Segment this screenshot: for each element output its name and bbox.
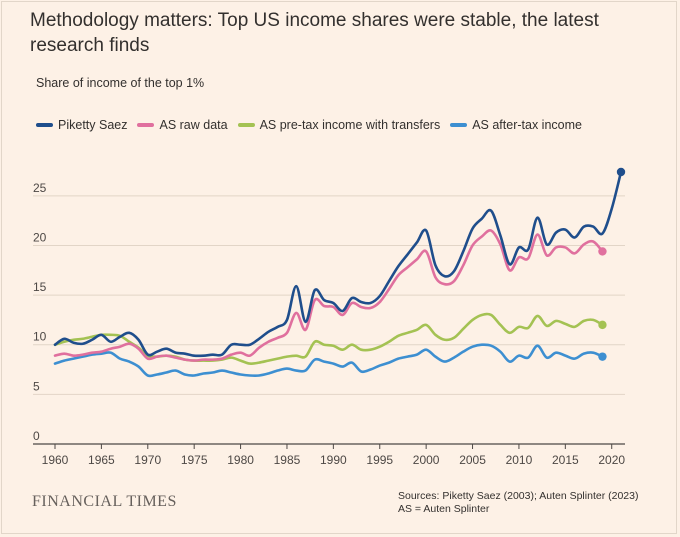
- y-tick-label: 25: [33, 181, 47, 195]
- legend-label: AS after-tax income: [472, 118, 582, 132]
- chart-title: Methodology matters: Top US income share…: [30, 10, 599, 56]
- x-tick-label: 1985: [274, 453, 301, 467]
- legend-item-as-raw-data: AS raw data: [137, 118, 228, 132]
- sources-note: Sources: Piketty Saez (2003); Auten Spli…: [398, 490, 638, 516]
- x-tick-label: 1970: [134, 453, 161, 467]
- legend-label: AS raw data: [159, 118, 228, 132]
- series-end-marker: [598, 352, 607, 361]
- legend-label: AS pre-tax income with transfers: [259, 118, 441, 132]
- x-tick-label: 2010: [506, 453, 533, 467]
- x-tick-label: 2015: [552, 453, 579, 467]
- series-end-marker: [598, 247, 607, 256]
- x-tick-label: 1980: [227, 453, 254, 467]
- series-line-as-after-tax-income: [53, 343, 604, 378]
- legend-item-as-pre-tax: AS pre-tax income with transfers: [237, 118, 441, 132]
- y-tick-label: 10: [33, 330, 47, 344]
- ft-logo-text: FINANCIAL TIMES: [32, 493, 177, 510]
- legend-swatch: [137, 123, 155, 127]
- y-tick-label: 0: [33, 429, 40, 443]
- y-tick-label: 15: [33, 280, 47, 294]
- legend-swatch: [237, 123, 255, 127]
- x-tick-label: 2005: [459, 453, 486, 467]
- y-tick-label: 5: [33, 379, 40, 393]
- sources-line: Sources: Piketty Saez (2003); Auten Spli…: [398, 490, 639, 502]
- chart-subtitle: Share of income of the top 1%: [36, 76, 205, 90]
- series-end-marker: [598, 320, 607, 330]
- legend-swatch: [450, 123, 468, 127]
- series-line-piketty-saez: [53, 170, 623, 358]
- x-tick-label: 2020: [598, 453, 625, 467]
- x-tick-label: 2000: [413, 453, 440, 467]
- y-tick-label: 20: [33, 230, 47, 244]
- x-tick-label: 1960: [42, 453, 69, 467]
- legend-label: Piketty Saez: [58, 118, 128, 132]
- series-line-as-raw-data: [53, 229, 604, 362]
- x-tick-label: 1975: [181, 453, 208, 467]
- sources-abbreviation: AS = Auten Splinter: [398, 503, 490, 515]
- legend-item-as-after-tax: AS after-tax income: [450, 118, 582, 132]
- legend-item-piketty-saez: Piketty Saez: [36, 118, 127, 132]
- x-tick-label: 1965: [88, 453, 115, 467]
- legend-swatch: [36, 123, 53, 127]
- legend: Piketty Saez AS raw data AS pre-tax inco…: [36, 116, 592, 134]
- x-tick-label: 1990: [320, 453, 347, 467]
- series-end-marker: [616, 167, 626, 177]
- x-tick-label: 1995: [366, 453, 393, 467]
